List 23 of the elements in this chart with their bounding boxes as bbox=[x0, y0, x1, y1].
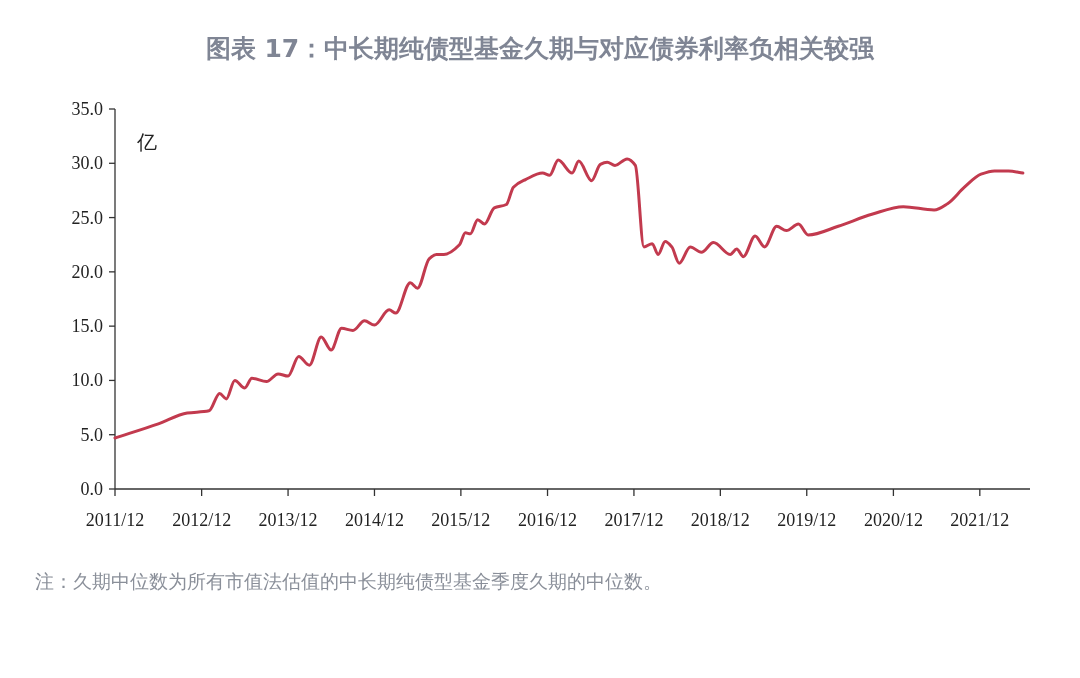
y-tick-label: 15.0 bbox=[71, 316, 103, 337]
y-tick-label: 20.0 bbox=[71, 261, 103, 282]
x-tick-label: 2020/12 bbox=[863, 510, 923, 530]
x-tick-label: 2015/12 bbox=[431, 510, 491, 530]
y-tick-label: 5.0 bbox=[80, 424, 103, 445]
y-axis-title: 亿 bbox=[136, 131, 157, 153]
x-tick-label: 2017/12 bbox=[604, 510, 664, 530]
line-series bbox=[113, 157, 1025, 440]
chart-title: 图表 17：中长期纯债型基金久期与对应债券利率负相关较强 bbox=[205, 34, 876, 63]
x-tick-label: 2014/12 bbox=[344, 510, 404, 530]
x-tick-label: 2018/12 bbox=[690, 510, 750, 530]
y-tick-label: 0.0 bbox=[80, 479, 103, 499]
x-tick-label: 2011/12 bbox=[85, 510, 145, 530]
x-tick-label: 2013/12 bbox=[258, 510, 318, 530]
y-tick-label: 25.0 bbox=[71, 207, 103, 228]
x-tick-label: 2016/12 bbox=[518, 510, 578, 530]
x-tick-label: 2012/12 bbox=[172, 510, 232, 530]
y-tick-label: 10.0 bbox=[71, 370, 103, 391]
y-tick-label: 30.0 bbox=[71, 153, 103, 174]
text: 注：久期中位数为所有市值法估值的中长期纯债型基金季度久期的中位数。 bbox=[35, 570, 662, 592]
x-tick-label: 2019/12 bbox=[777, 510, 837, 530]
y-tick-label: 35.0 bbox=[71, 99, 103, 119]
x-tick-label: 2021/12 bbox=[950, 510, 1010, 530]
